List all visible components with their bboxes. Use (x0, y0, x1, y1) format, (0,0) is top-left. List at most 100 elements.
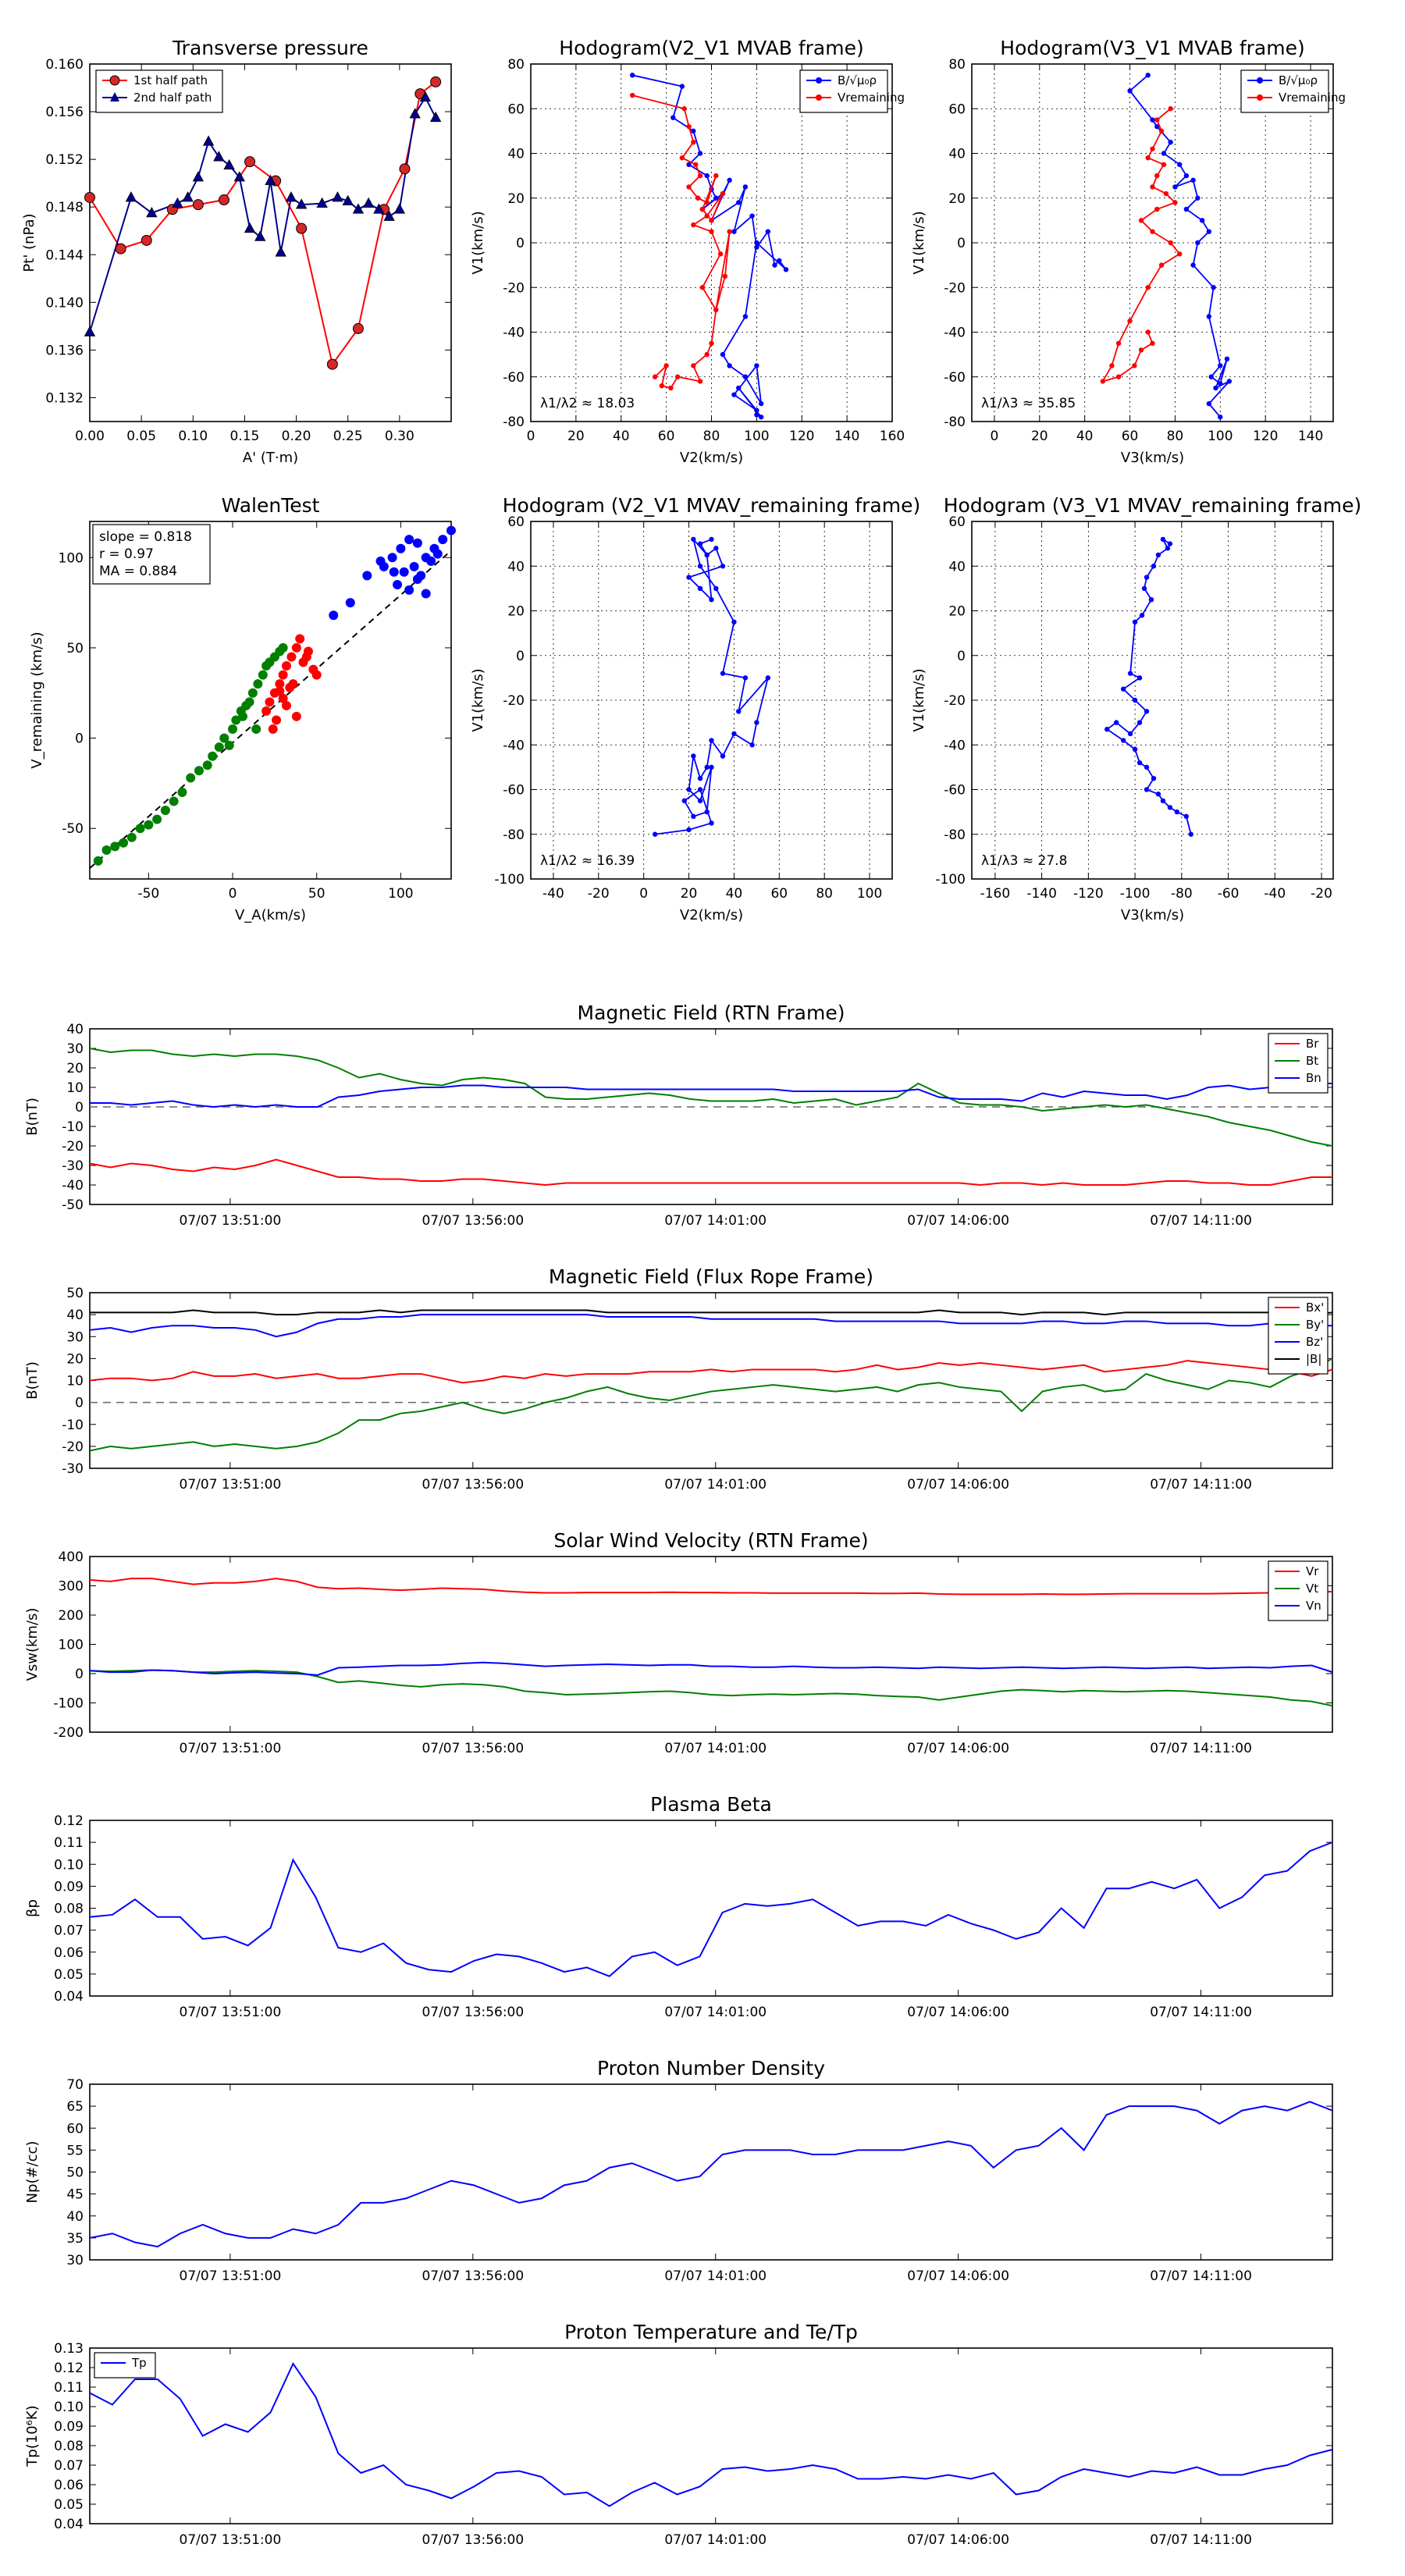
h3-xtick-label: 0 (639, 886, 648, 902)
hodogram-point (709, 218, 714, 223)
h4-xtick-label: -120 (1073, 886, 1104, 902)
h4-ytick-label: -20 (944, 693, 966, 709)
legend-label-0: Br (1306, 1037, 1319, 1051)
hodogram-point (1144, 787, 1150, 792)
h3-title: Hodogram (V2_V1 MVAV_remaining frame) (503, 494, 921, 517)
h3-ytick-label: 40 (507, 559, 525, 575)
h4-panel: Hodogram (V3_V1 MVAV_remaining frame) -10… (911, 494, 1361, 923)
hodogram-point (697, 775, 703, 781)
hodogram-point (731, 619, 737, 625)
mf-ytick-label: -20 (62, 1139, 84, 1155)
nd-ytick-label: 35 (66, 2231, 84, 2247)
pt-ytick-label: 0.13 (54, 2341, 84, 2357)
h4-ytick-label: 60 (948, 514, 966, 530)
h1-xtick-label: 20 (567, 429, 585, 444)
h1-ylabel: V1(km/s) (470, 211, 486, 274)
hodogram-point (736, 709, 742, 714)
hodogram-point (1177, 251, 1183, 257)
hodogram-point (691, 363, 696, 368)
point-1st-half (218, 194, 229, 206)
h2-ytick-label: 60 (948, 101, 966, 117)
hodogram-point (681, 798, 687, 804)
tp-xtick-label: 0.10 (178, 429, 208, 444)
point-2nd-half (182, 191, 194, 202)
walen-point-green (93, 856, 103, 866)
legend-label-0: Vr (1306, 1564, 1319, 1578)
walen-point-red (278, 670, 288, 680)
legend-label-0: B/√μ₀ρ (838, 73, 877, 87)
walen-point-red (261, 706, 272, 716)
mf-ytick-label: 20 (66, 1061, 84, 1076)
pb-time-label: 07/07 14:06:00 (907, 2005, 1009, 2020)
hodogram-point (1161, 151, 1167, 156)
hodogram-point (1154, 173, 1160, 179)
h2-ytick-label: -60 (944, 370, 966, 386)
hodogram-point (686, 184, 692, 190)
hodogram-point (1218, 415, 1223, 420)
walen-point-green (169, 796, 179, 806)
tp-ytick-label: 0.140 (45, 295, 84, 311)
h2-xtick-label: 140 (1298, 429, 1323, 444)
hodogram-point (704, 173, 710, 179)
hodogram-point (674, 374, 681, 379)
fr-time-label: 07/07 14:06:00 (907, 1477, 1009, 1493)
mf-ytick-label: -40 (62, 1178, 84, 1194)
point-2nd-half (285, 191, 297, 202)
hodogram-point (1136, 720, 1143, 725)
fr-ytick-label: 0 (75, 1396, 84, 1411)
hodogram-point (1144, 709, 1150, 714)
hodogram-point (686, 123, 692, 130)
mf-ytick-label: -10 (62, 1119, 84, 1135)
hodogram-point (699, 206, 706, 212)
sw-time-label: 07/07 14:11:00 (1150, 1741, 1252, 1756)
tp-ytick-label: 0.160 (45, 57, 84, 73)
h3-xtick-label: 60 (770, 886, 788, 902)
hodogram-point (713, 307, 719, 313)
sw-ytick-label: 0 (75, 1667, 84, 1682)
hodogram-point (1150, 184, 1155, 190)
fr-time-label: 07/07 14:01:00 (664, 1477, 767, 1493)
sw-ytick-label: 400 (59, 1550, 84, 1565)
walen-point-red (291, 642, 301, 653)
hodogram-point (1132, 746, 1138, 753)
pt-title: Proton Temperature and Te/Tp (564, 2321, 858, 2343)
h1-xtick-label: 100 (744, 429, 769, 444)
walen-point-red (281, 661, 291, 671)
nd-time-label: 07/07 13:56:00 (422, 2268, 524, 2284)
hodogram-point (713, 173, 719, 179)
walen-point-green (228, 724, 238, 735)
hodogram-point (1206, 229, 1212, 234)
walen-point-green (237, 711, 247, 721)
nd-series-Np (89, 2101, 1333, 2248)
h4-ytick-label: -80 (944, 827, 966, 843)
fr-ytick-label: 30 (66, 1329, 84, 1345)
hodogram-point (754, 720, 759, 725)
hodogram-point (659, 383, 665, 389)
hodogram-point (1155, 552, 1161, 558)
h4-ytick-label: 20 (948, 604, 966, 620)
walen-point-green (253, 679, 263, 689)
sw-ytick-label: -200 (53, 1725, 84, 1741)
fr-series-|B| (90, 1309, 1333, 1316)
hodogram-point (1120, 738, 1126, 743)
walen-point-blue (426, 556, 436, 566)
walen-point-red (278, 693, 288, 703)
nd-time-label: 07/07 14:01:00 (664, 2268, 767, 2284)
walen-point-blue (412, 575, 422, 585)
walen-point-blue (362, 571, 372, 581)
hodogram-point (713, 195, 719, 201)
hodogram-point (691, 139, 696, 145)
tp-xtick-label: 0.00 (75, 429, 105, 444)
hodogram-point (1154, 117, 1160, 123)
h2-ylabel: V1(km/s) (911, 211, 927, 274)
point-2nd-half (409, 108, 421, 119)
walen-point-blue (389, 567, 399, 577)
walen-point-green (144, 820, 154, 830)
legend-label-1: By' (1306, 1318, 1324, 1332)
hodogram-point (1190, 262, 1196, 268)
walen-point-red (272, 715, 282, 725)
hodogram-point (1154, 123, 1160, 130)
h1-ytick-label: 20 (507, 191, 525, 207)
hodogram-point (691, 813, 696, 820)
point-1st-half (430, 76, 442, 87)
